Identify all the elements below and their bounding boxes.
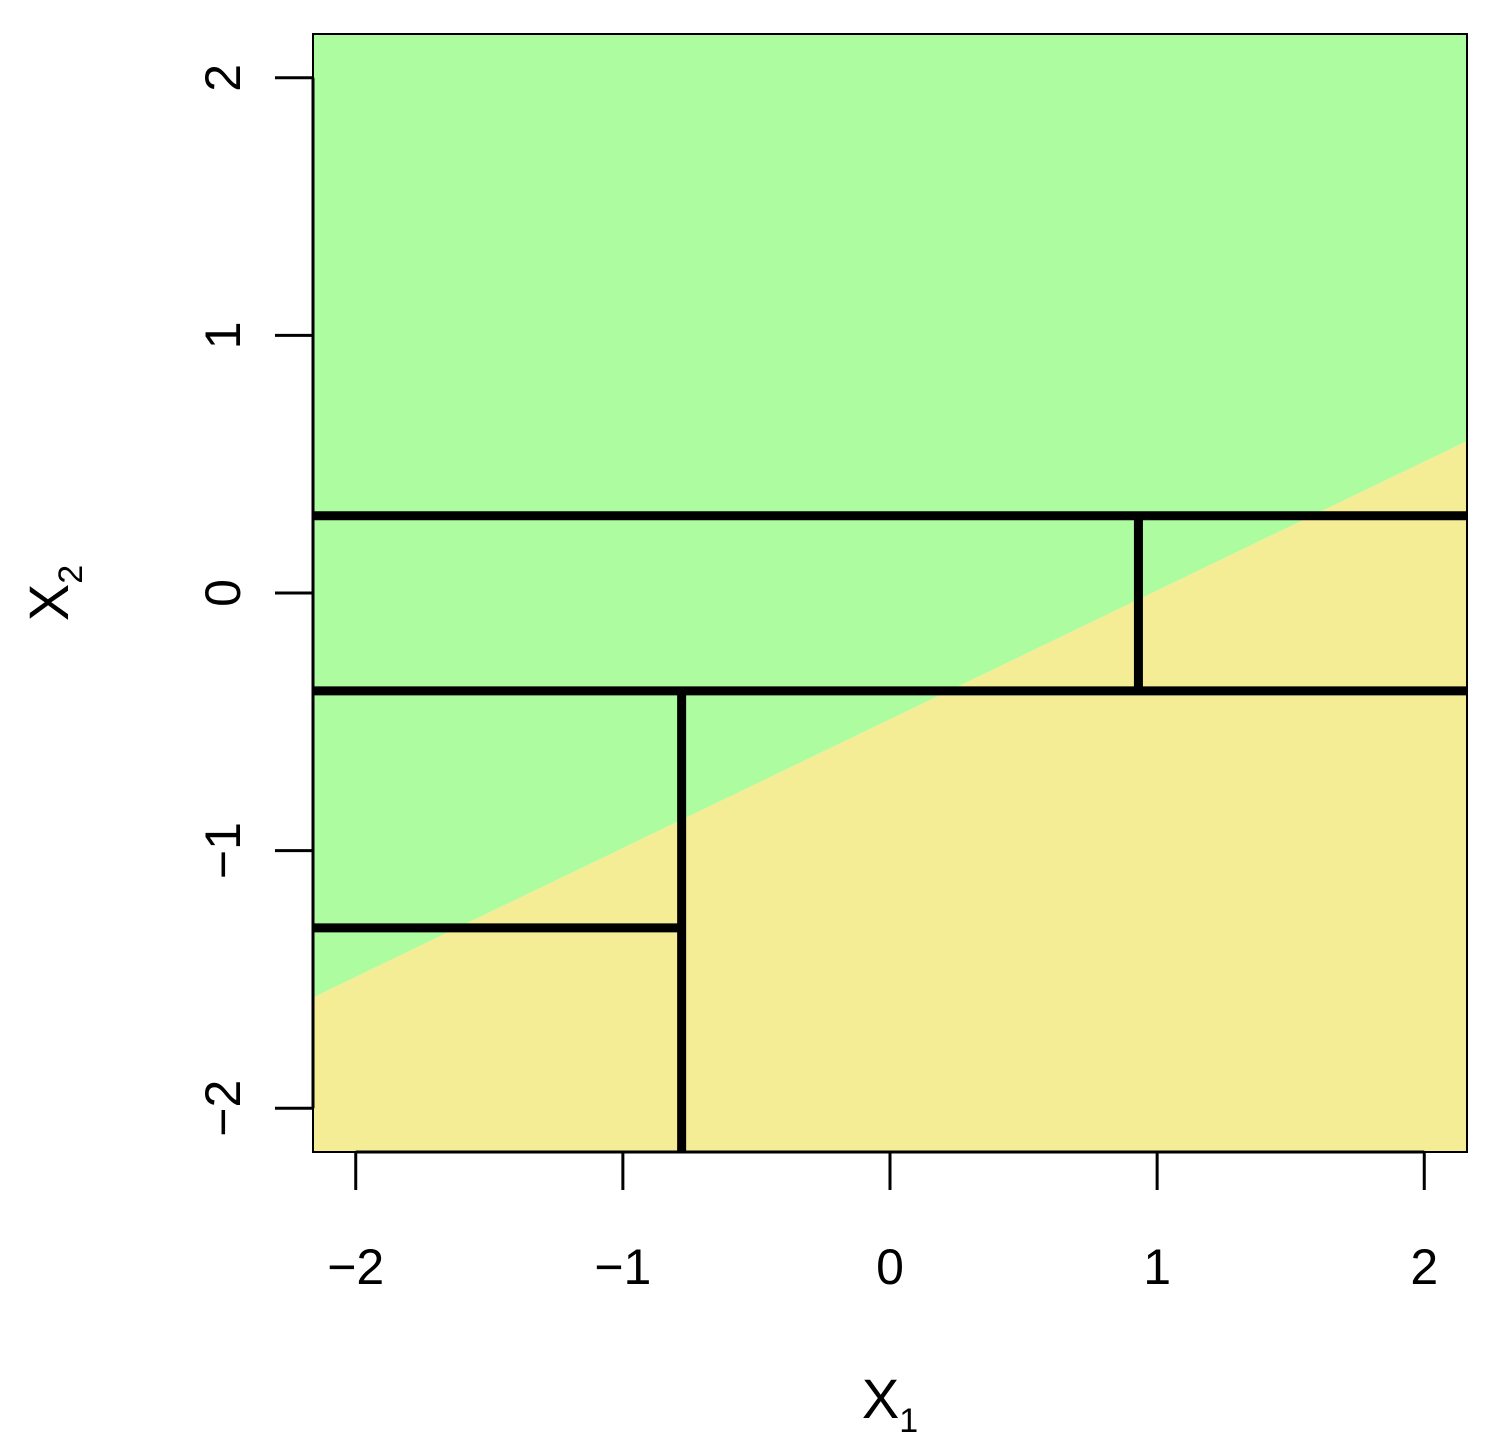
y-tick-label: 2 bbox=[195, 64, 251, 92]
region-lower bbox=[313, 441, 1467, 1153]
x-tick-label: 2 bbox=[1410, 1239, 1438, 1295]
x-tick-label: 0 bbox=[876, 1239, 904, 1295]
x-axis-label-subscript: 1 bbox=[899, 1402, 918, 1440]
y-axis: −2 −1 0 1 2 bbox=[195, 64, 315, 1137]
x-axis-label-main: X bbox=[862, 1367, 899, 1430]
split-lines bbox=[313, 511, 1467, 1152]
plot-area bbox=[312, 33, 1468, 1153]
y-axis-label-main: X bbox=[17, 584, 80, 621]
y-tick-label: −2 bbox=[195, 1080, 251, 1137]
y-axis-label-subscript: 2 bbox=[52, 565, 90, 584]
y-tick-label: 0 bbox=[195, 579, 251, 607]
x-axis: −2 −1 0 1 2 bbox=[327, 1150, 1438, 1295]
y-tick-label: 1 bbox=[195, 321, 251, 349]
x-axis-label: X1 bbox=[862, 1367, 918, 1440]
y-axis-label: X2 bbox=[17, 565, 90, 621]
x-tick-label: −1 bbox=[594, 1239, 651, 1295]
x-tick-label: −2 bbox=[327, 1239, 384, 1295]
y-tick-label: −1 bbox=[195, 822, 251, 879]
x-tick-label: 1 bbox=[1143, 1239, 1171, 1295]
